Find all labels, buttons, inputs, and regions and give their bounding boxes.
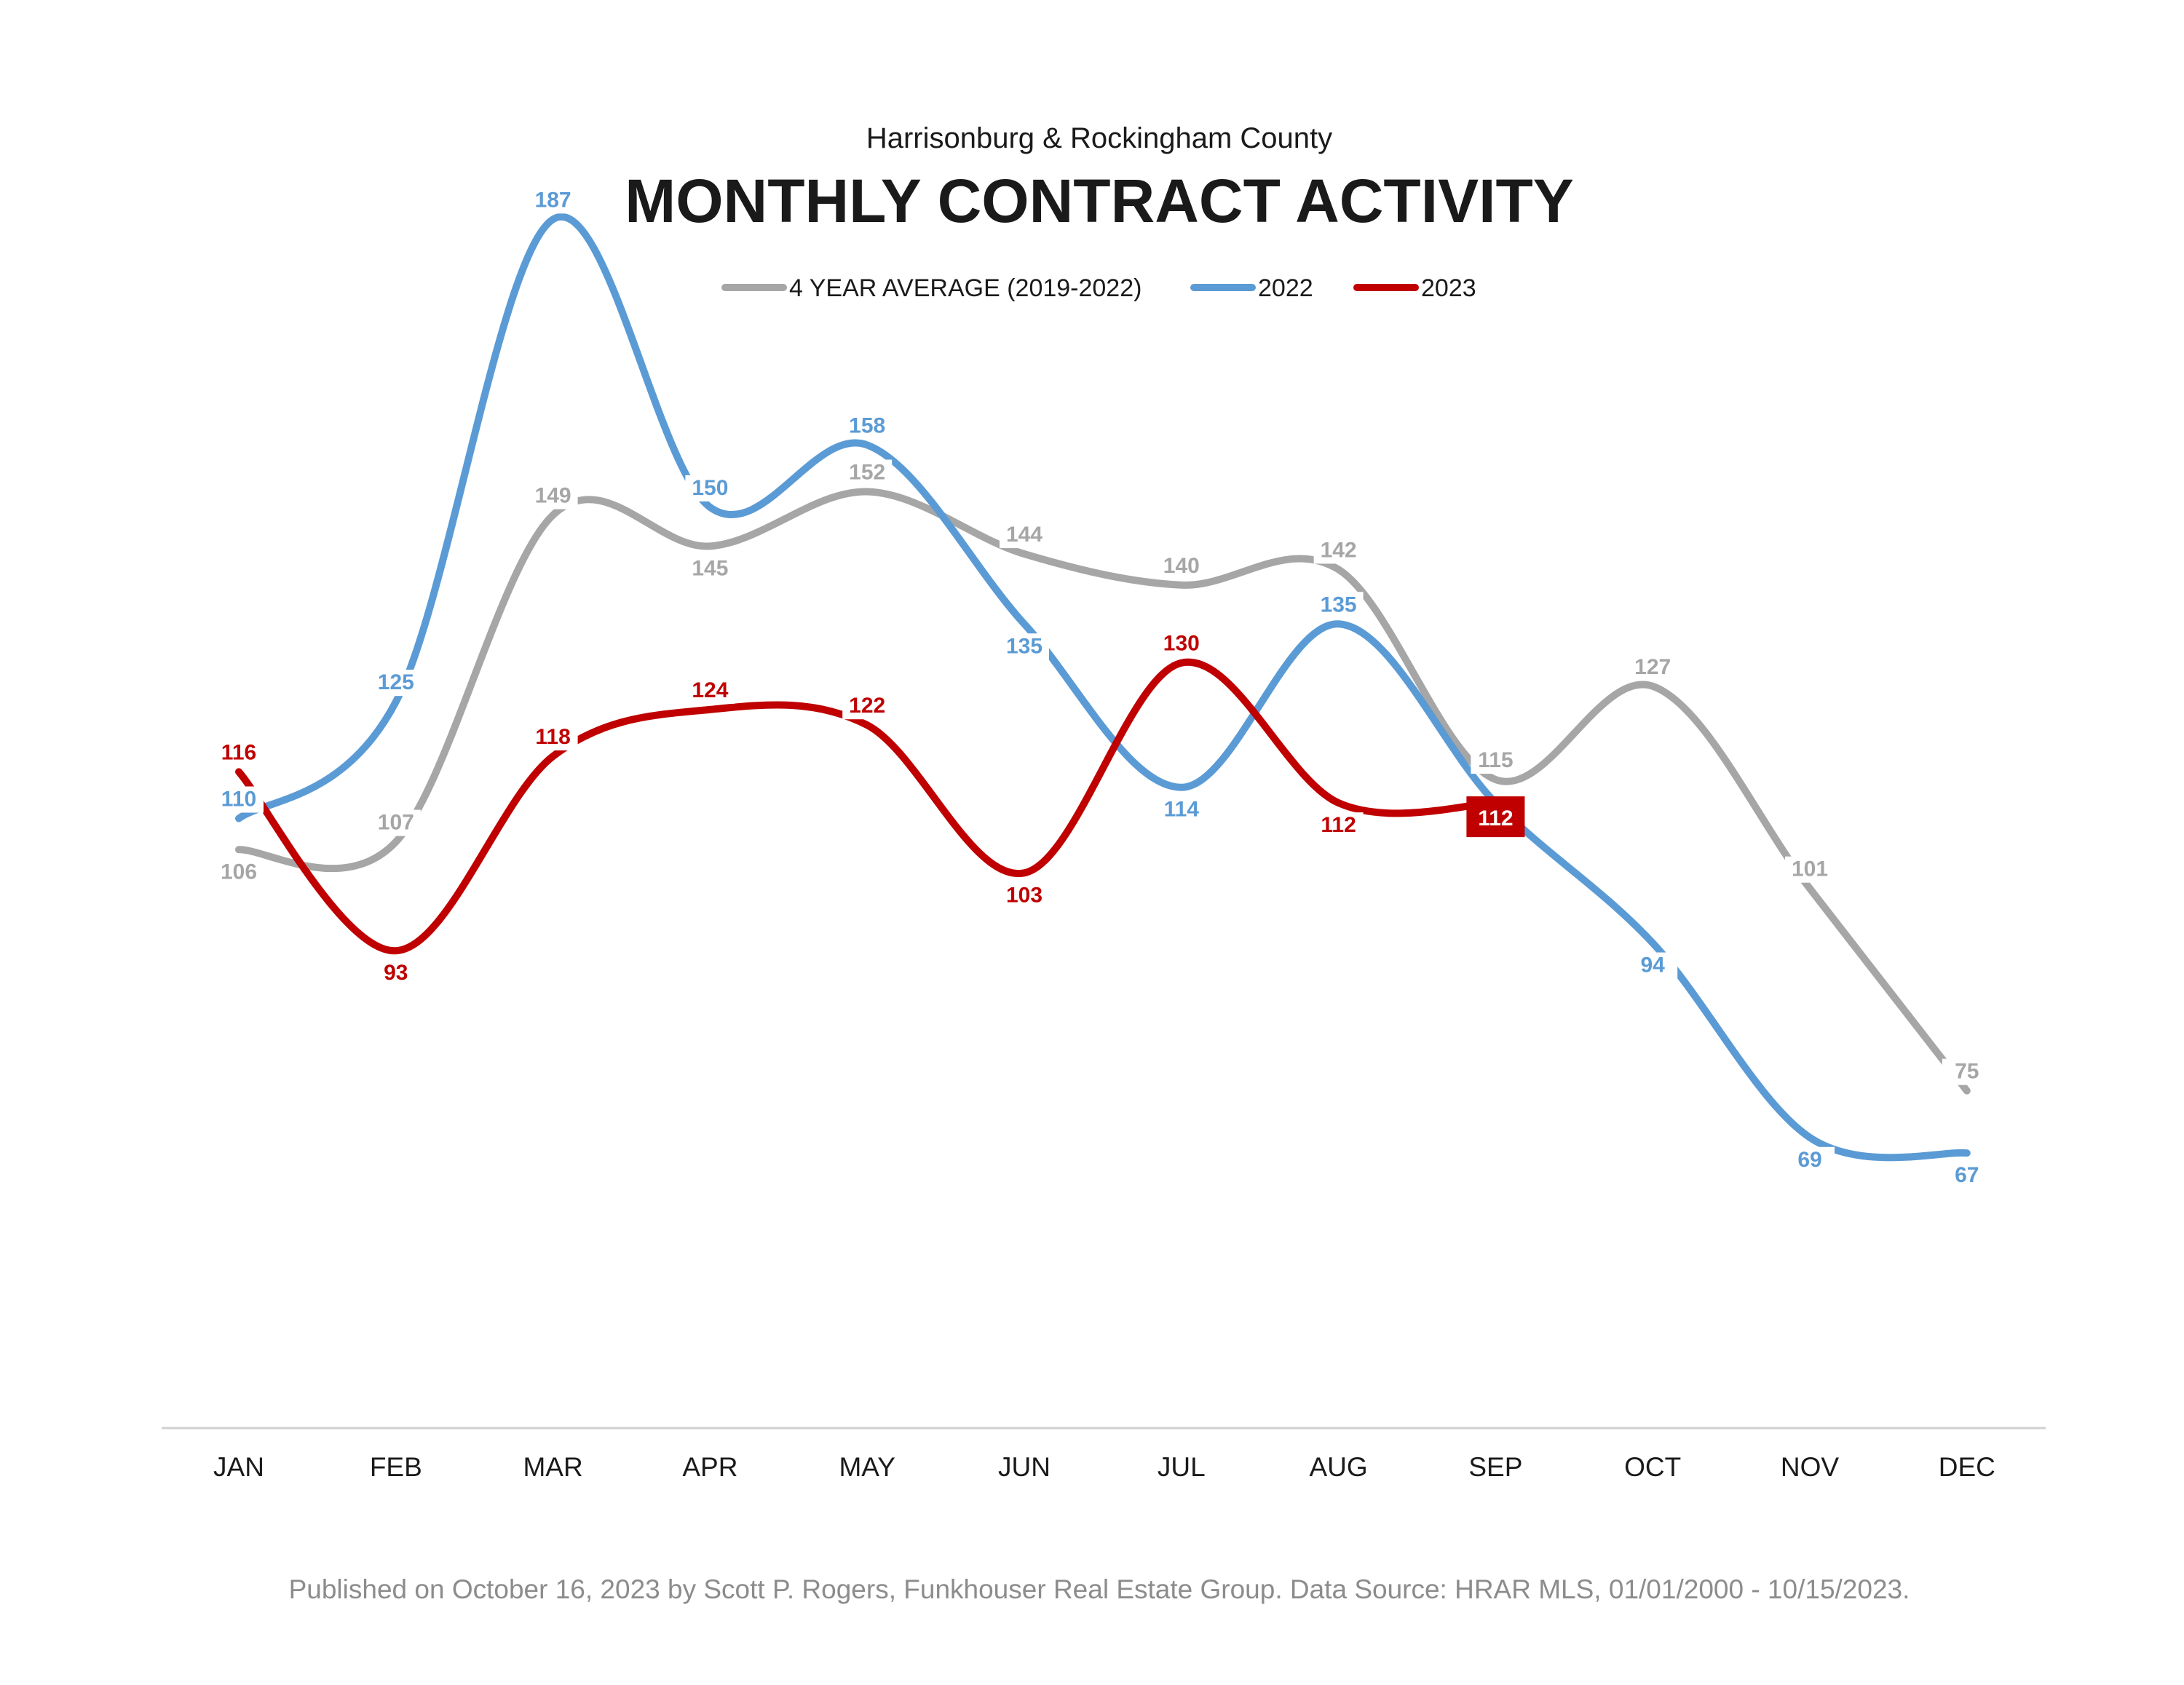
data-label-2023-mar: 118: [535, 725, 570, 749]
data-label-4-year-average-2019-2022-aug: 142: [1321, 538, 1357, 562]
footer-note: Published on October 16, 2023 by Scott P…: [289, 1574, 1910, 1604]
data-label-2022-aug: 135: [1321, 592, 1357, 616]
data-label-2022-jul: 114: [1164, 798, 1200, 822]
data-label-bg: [1785, 1146, 1835, 1173]
series-line-4-year-average-2019-2022: [235, 488, 1971, 1095]
data-label-2023-may: 122: [849, 694, 885, 718]
series-line-2022: [235, 213, 1971, 1162]
series-lines: [235, 213, 1971, 1162]
data-label-bg: [1313, 812, 1364, 839]
data-label-bg: [842, 413, 893, 440]
data-label-bg: [1471, 748, 1521, 774]
data-label-4-year-average-2019-2022-dec: 75: [1955, 1060, 1979, 1084]
data-label-bg: [1313, 592, 1364, 619]
data-label-highlight-box: [1466, 796, 1525, 838]
data-label-4-year-average-2019-2022-apr: 145: [692, 556, 728, 580]
x-tick-jul: JUL: [1158, 1452, 1206, 1482]
data-label-2022-may: 158: [849, 413, 885, 437]
data-label-bg: [528, 483, 578, 510]
data-label-bg: [1156, 552, 1206, 579]
data-label-bg: [214, 786, 264, 813]
x-tick-mar: MAR: [523, 1452, 582, 1482]
data-label-2023-jun: 103: [1006, 883, 1042, 907]
data-label-bg: [371, 670, 421, 697]
data-label-4-year-average-2019-2022-mar: 149: [535, 484, 571, 508]
data-label-bg: [214, 740, 264, 766]
data-label-2023-aug: 112: [1321, 813, 1356, 837]
data-label-bg: [1628, 952, 1678, 979]
data-label-2022-jan: 110: [221, 788, 256, 812]
x-tick-jun: JUN: [998, 1452, 1051, 1482]
data-label-2022-mar: 187: [535, 188, 571, 212]
data-label-bg: [1313, 537, 1364, 564]
data-labels: 106 107 149 145 152 144 140 142 115 127 101 75 110 12…: [214, 187, 1992, 1189]
x-tick-feb: FEB: [370, 1452, 422, 1482]
data-label-bg: [371, 809, 421, 836]
x-tick-aug: AUG: [1310, 1452, 1368, 1482]
legend-label-2022: 2022: [1258, 274, 1313, 302]
data-label-bg: [685, 677, 735, 704]
data-label-4-year-average-2019-2022-jul: 140: [1163, 554, 1200, 578]
data-label-bg: [1156, 796, 1206, 823]
data-label-2023-sep: 112: [1478, 806, 1513, 830]
data-label-bg: [1628, 654, 1678, 681]
data-label-2023-jan: 116: [221, 740, 256, 764]
data-label-2022-feb: 125: [378, 670, 414, 694]
data-label-2022-dec: 67: [1955, 1163, 1979, 1187]
data-label-4-year-average-2019-2022-jan: 106: [221, 860, 257, 884]
data-label-2022-oct: 94: [1641, 953, 1666, 978]
data-label-4-year-average-2019-2022-may: 152: [849, 461, 885, 485]
data-label-bg: [1000, 522, 1049, 549]
data-label-4-year-average-2019-2022-feb: 107: [378, 811, 414, 835]
data-label-bg: [685, 475, 735, 501]
data-label-bg: [528, 723, 578, 750]
chart-subtitle: Harrisonburg & Rockingham County: [866, 122, 1332, 154]
x-tick-nov: NOV: [1781, 1452, 1840, 1482]
data-label-2023-feb: 93: [384, 961, 408, 985]
data-label-2022-jun: 135: [1006, 634, 1042, 658]
data-label-2022-nov: 69: [1797, 1148, 1821, 1172]
data-label-2023-apr: 124: [692, 678, 728, 702]
chart-title: MONTHLY CONTRACT ACTIVITY: [625, 167, 1574, 235]
x-axis-ticks: JAN FEB MAR APR MAY JUN JUL AUG SEP OCT NOV DEC: [213, 1452, 1995, 1482]
x-tick-oct: OCT: [1624, 1452, 1681, 1482]
x-tick-dec: DEC: [1939, 1452, 1995, 1482]
data-label-bg: [1000, 633, 1049, 660]
data-label-4-year-average-2019-2022-jun: 144: [1006, 523, 1042, 547]
x-tick-apr: APR: [682, 1452, 737, 1482]
data-label-bg: [1942, 1058, 1992, 1085]
data-label-2022-apr: 150: [692, 476, 728, 500]
data-label-4-year-average-2019-2022-oct: 127: [1634, 655, 1671, 679]
data-label-4-year-average-2019-2022-sep: 115: [1478, 748, 1513, 772]
data-label-4-year-average-2019-2022-nov: 101: [1792, 857, 1828, 881]
data-label-bg: [842, 459, 893, 486]
legend: 4 YEAR AVERAGE (2019-2022) 2022 2023: [721, 274, 1476, 302]
data-label-bg: [214, 859, 264, 886]
data-label-bg: [1156, 630, 1206, 657]
data-label-bg: [1000, 882, 1049, 909]
data-label-bg: [1942, 1162, 1992, 1189]
data-label-2023-jul: 130: [1163, 632, 1200, 656]
legend-label-4-year-average-2019-2022: 4 YEAR AVERAGE (2019-2022): [789, 274, 1142, 302]
data-label-bg: [371, 960, 421, 987]
series-line-2023: [235, 658, 1500, 955]
x-tick-jan: JAN: [213, 1452, 264, 1482]
data-label-bg: [528, 187, 578, 214]
legend-label-2023: 2023: [1421, 274, 1476, 302]
x-tick-sep: SEP: [1468, 1452, 1522, 1482]
data-label-bg: [685, 555, 735, 582]
data-label-bg: [1785, 856, 1835, 883]
data-label-bg: [842, 693, 893, 720]
x-tick-may: MAY: [839, 1452, 895, 1482]
